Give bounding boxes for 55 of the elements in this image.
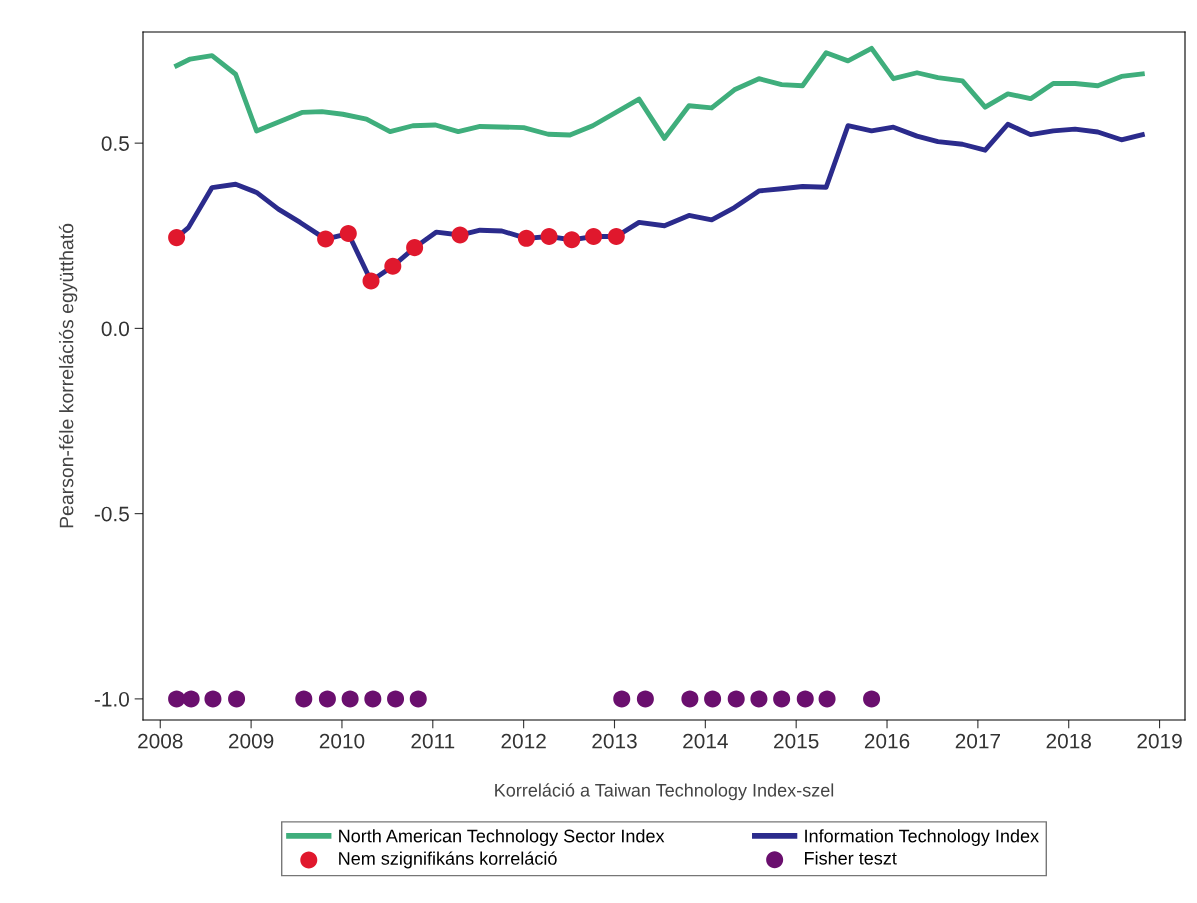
x-tick-label: 2013 (592, 733, 637, 749)
point (704, 690, 722, 708)
point (341, 690, 359, 708)
y-tick-label: -1.0 (94, 691, 129, 707)
point (451, 226, 469, 244)
x-tick-label: 2016 (864, 733, 910, 749)
x-tick-label: 2017 (955, 733, 1000, 749)
point (607, 228, 625, 246)
point (387, 690, 405, 708)
point (750, 690, 768, 708)
x-tick-label: 2014 (683, 733, 728, 749)
y-tick-label: 0.5 (101, 136, 129, 151)
x-tick-label: 2008 (138, 733, 183, 749)
y-axis-title: Pearson-féle korrelációs együttható (58, 223, 78, 528)
point (182, 690, 200, 708)
point (168, 229, 186, 247)
x-tick-label: 2010 (319, 733, 365, 749)
legend-label: Information Technology Index (805, 829, 1039, 846)
point (563, 231, 581, 249)
point (517, 229, 535, 247)
point (204, 690, 222, 708)
point (613, 690, 631, 708)
point (295, 690, 313, 708)
point (318, 690, 336, 708)
x-tick-label: 2009 (228, 733, 274, 749)
point (362, 272, 380, 290)
legend-label: Fisher teszt (805, 851, 897, 865)
point (540, 228, 558, 246)
point (364, 690, 382, 708)
x-tick-label: 2019 (1137, 733, 1182, 749)
x-tick-label: 2011 (411, 733, 455, 749)
point (727, 690, 745, 708)
point (681, 690, 699, 708)
point (636, 690, 654, 708)
point (863, 690, 881, 708)
legend-label: Nem szignifikáns korreláció (339, 851, 557, 869)
y-tick-label: 0.0 (101, 321, 129, 337)
y-tick-label: -0.5 (94, 506, 129, 522)
x-tick-label: 2018 (1046, 733, 1091, 749)
point (384, 257, 402, 275)
point (228, 690, 246, 708)
x-tick-label: 2012 (501, 733, 546, 749)
legend-label: North American Technology Sector Index (339, 829, 665, 846)
point (585, 228, 603, 246)
point (168, 690, 186, 708)
point (773, 690, 791, 708)
point (409, 690, 427, 708)
point (317, 230, 335, 248)
x-axis-title: Korreláció a Taiwan Technology Index-szel (495, 783, 834, 801)
point (796, 690, 814, 708)
point (818, 690, 836, 708)
line-series (174, 45, 1145, 141)
x-tick-label: 2015 (774, 733, 819, 749)
point (339, 225, 357, 243)
point (406, 239, 424, 257)
